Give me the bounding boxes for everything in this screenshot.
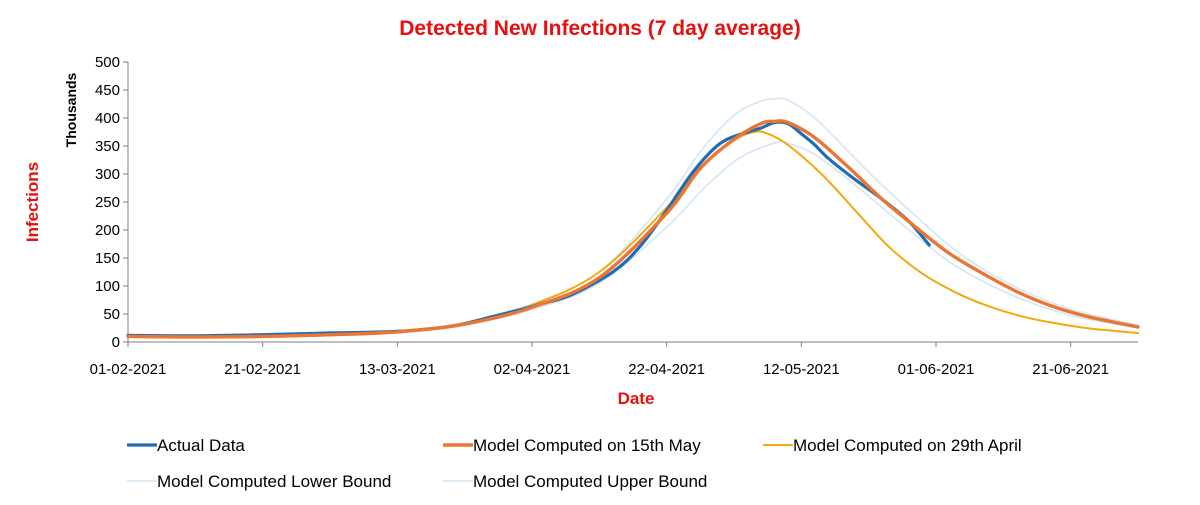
chart-title: Detected New Infections (7 day average) [399, 17, 800, 40]
y-tick-label: 450 [95, 82, 120, 99]
x-tick-label: 21-02-2021 [224, 361, 301, 378]
y-tick-label: 100 [95, 278, 120, 295]
y-axis-title: Infections [23, 162, 42, 242]
plot-area: 0 50 100 150 200 250 300 350 400 450 500 01-02-2021… [90, 54, 1140, 378]
y-tick-label: 50 [103, 306, 120, 323]
legend-label: Model Computed on 15th May [473, 436, 701, 455]
y-tick-label: 300 [95, 166, 120, 183]
y-tick-label: 250 [95, 194, 120, 211]
x-tick-label: 01-02-2021 [90, 361, 167, 378]
x-tick-label: 22-04-2021 [628, 361, 705, 378]
y-tick-label: 400 [95, 110, 120, 127]
legend-label: Model Computed Upper Bound [473, 472, 707, 491]
series-line-model-15th-may [126, 119, 1140, 339]
y-axis-unit-label: Thousands [63, 72, 79, 147]
y-tick-label: 500 [95, 54, 120, 71]
legend-label: Model Computed on 29th April [793, 436, 1022, 455]
x-axis-title: Date [618, 389, 655, 408]
legend-label: Model Computed Lower Bound [157, 472, 391, 491]
series-line-upper-bound [127, 97, 1139, 337]
x-tick-label: 12-05-2021 [763, 361, 840, 378]
y-tick-label: 200 [95, 222, 120, 239]
legend: Actual Data Model Computed on 15th May Mod… [127, 436, 1022, 491]
y-tick-label: 150 [95, 250, 120, 267]
x-tick-label: 13-03-2021 [359, 361, 436, 378]
y-tick-label: 0 [112, 334, 120, 351]
legend-label: Actual Data [157, 436, 245, 455]
series-line-model-29th-april [127, 130, 1139, 339]
series-line-actual-data [126, 120, 931, 338]
y-tick-label: 350 [95, 138, 120, 155]
x-tick-label: 21-06-2021 [1032, 361, 1109, 378]
x-tick-label: 02-04-2021 [494, 361, 571, 378]
x-tick-label: 01-06-2021 [898, 361, 975, 378]
